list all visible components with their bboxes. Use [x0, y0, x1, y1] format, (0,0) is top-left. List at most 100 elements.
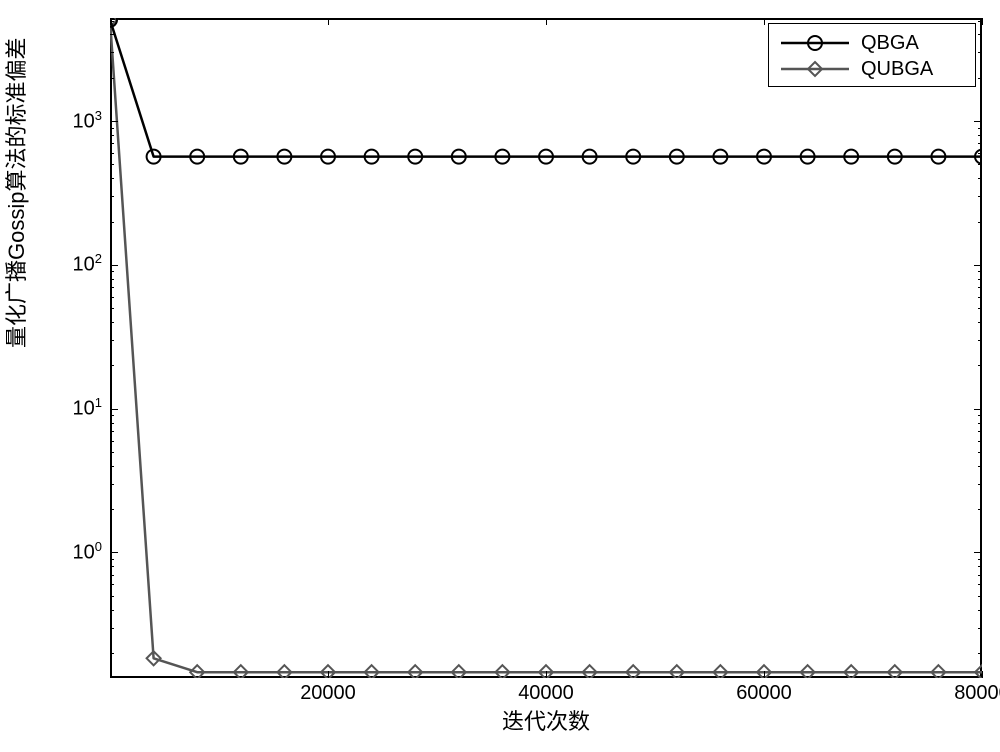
y-minor-tick-right — [978, 566, 982, 567]
y-minor-tick-right — [978, 628, 982, 629]
y-minor-tick-right — [978, 423, 982, 424]
x-tick — [982, 671, 983, 678]
y-minor-tick-right — [978, 222, 982, 223]
y-minor-tick — [110, 365, 114, 366]
y-minor-tick-right — [978, 164, 982, 165]
y-minor-tick — [110, 466, 114, 467]
x-tick-label: 60000 — [736, 682, 792, 705]
y-minor-tick-right — [978, 21, 982, 22]
y-minor-tick — [110, 78, 114, 79]
x-tick-label: 20000 — [300, 682, 356, 705]
y-minor-tick-right — [978, 596, 982, 597]
y-minor-tick — [110, 653, 114, 654]
y-minor-tick — [110, 509, 114, 510]
y-minor-tick — [110, 441, 114, 442]
y-minor-tick — [110, 308, 114, 309]
y-minor-tick-right — [978, 452, 982, 453]
y-minor-tick-right — [978, 509, 982, 510]
y-minor-tick — [110, 575, 114, 576]
y-minor-tick-right — [978, 52, 982, 53]
y-minor-tick-right — [978, 153, 982, 154]
y-minor-tick — [110, 322, 114, 323]
y-minor-tick — [110, 222, 114, 223]
y-minor-tick-right — [978, 575, 982, 576]
y-minor-tick — [110, 34, 114, 35]
y-tick-right — [974, 121, 982, 122]
x-tick — [546, 671, 547, 678]
y-tick — [110, 265, 118, 266]
y-minor-tick-right — [978, 279, 982, 280]
y-minor-tick — [110, 297, 114, 298]
y-minor-tick — [110, 164, 114, 165]
y-minor-tick — [110, 178, 114, 179]
y-minor-tick-right — [978, 322, 982, 323]
y-minor-tick-right — [978, 34, 982, 35]
y-minor-tick — [110, 153, 114, 154]
y-minor-tick — [110, 415, 114, 416]
y-minor-tick-right — [978, 78, 982, 79]
y-minor-tick-right — [978, 297, 982, 298]
y-minor-tick-right — [978, 178, 982, 179]
y-minor-tick — [110, 610, 114, 611]
x-tick — [110, 671, 111, 678]
y-minor-tick-right — [978, 271, 982, 272]
x-tick-top — [328, 18, 329, 25]
y-minor-tick-right — [978, 584, 982, 585]
x-tick — [328, 671, 329, 678]
y-minor-tick-right — [978, 128, 982, 129]
x-tick-label: 40000 — [518, 682, 574, 705]
y-minor-tick-right — [978, 484, 982, 485]
y-minor-tick-right — [978, 653, 982, 654]
y-minor-tick-right — [978, 340, 982, 341]
y-minor-tick — [110, 628, 114, 629]
y-tick-right — [974, 552, 982, 553]
y-tick-label: 101 — [73, 398, 102, 421]
series-qbga — [103, 13, 989, 164]
y-minor-tick — [110, 340, 114, 341]
y-minor-tick — [110, 52, 114, 53]
y-minor-tick — [110, 21, 114, 22]
y-tick — [110, 552, 118, 553]
y-minor-tick — [110, 287, 114, 288]
y-minor-tick — [110, 135, 114, 136]
y-tick-right — [974, 265, 982, 266]
y-minor-tick — [110, 566, 114, 567]
y-minor-tick — [110, 128, 114, 129]
y-minor-tick — [110, 559, 114, 560]
x-tick-label: 80000 — [954, 682, 1000, 705]
y-minor-tick-right — [978, 365, 982, 366]
chart-svg — [0, 0, 1000, 752]
y-minor-tick — [110, 452, 114, 453]
y-minor-tick-right — [978, 135, 982, 136]
chart-container: { "chart": { "type": "line-log", "width_… — [0, 0, 1000, 752]
y-minor-tick — [110, 143, 114, 144]
y-minor-tick — [110, 271, 114, 272]
y-minor-tick-right — [978, 466, 982, 467]
y-tick-label: 103 — [73, 110, 102, 133]
y-minor-tick — [110, 431, 114, 432]
y-minor-tick-right — [978, 441, 982, 442]
y-minor-tick-right — [978, 196, 982, 197]
x-tick-top — [546, 18, 547, 25]
y-tick — [110, 121, 118, 122]
y-minor-tick — [110, 596, 114, 597]
y-minor-tick-right — [978, 559, 982, 560]
y-tick-label: 100 — [73, 541, 102, 564]
y-minor-tick-right — [978, 610, 982, 611]
y-minor-tick-right — [978, 431, 982, 432]
y-minor-tick — [110, 584, 114, 585]
y-minor-tick — [110, 279, 114, 280]
x-tick-top — [764, 18, 765, 25]
y-minor-tick-right — [978, 308, 982, 309]
y-minor-tick — [110, 423, 114, 424]
series-qubga — [103, 13, 989, 679]
y-tick-right — [974, 409, 982, 410]
y-minor-tick-right — [978, 287, 982, 288]
x-tick — [764, 671, 765, 678]
y-minor-tick — [110, 196, 114, 197]
y-minor-tick — [110, 484, 114, 485]
y-tick — [110, 409, 118, 410]
y-tick-label: 102 — [73, 254, 102, 277]
y-minor-tick-right — [978, 143, 982, 144]
y-minor-tick-right — [978, 415, 982, 416]
